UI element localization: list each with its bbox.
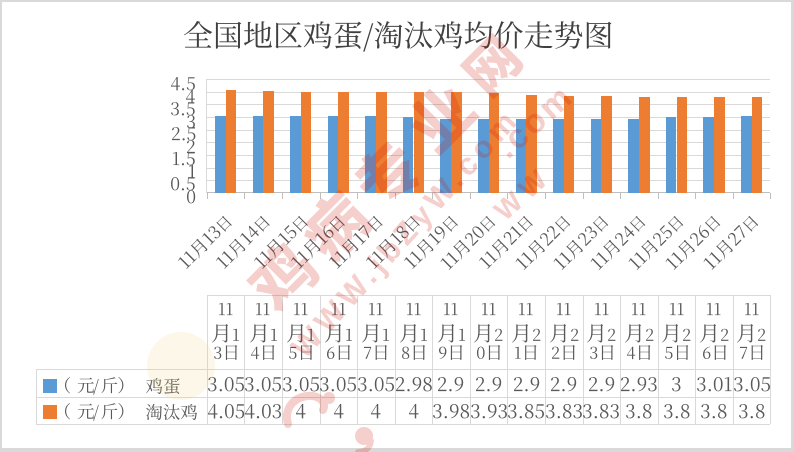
- svg-text:WW: WW: [488, 160, 557, 226]
